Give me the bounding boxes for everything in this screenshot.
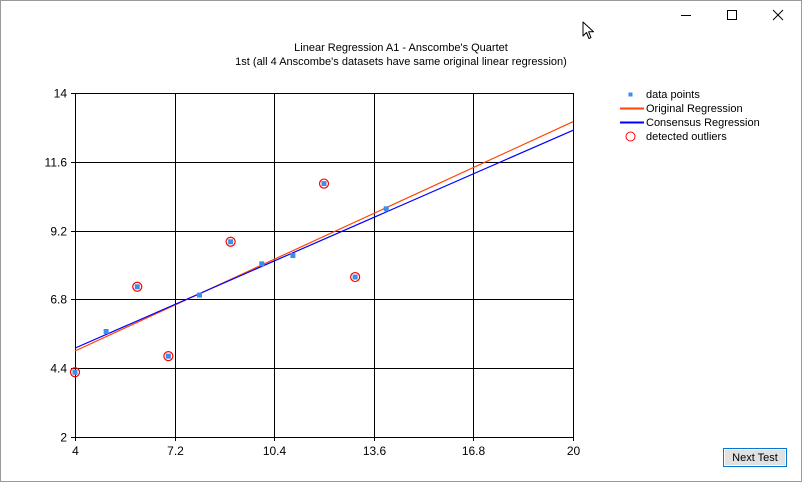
maximize-icon bbox=[727, 10, 737, 20]
data-point bbox=[103, 329, 109, 335]
outlier-marker bbox=[318, 178, 330, 189]
y-tick-label: 6.8 bbox=[50, 293, 67, 307]
legend-label-consensus-regression: Consensus Regression bbox=[646, 117, 760, 129]
x-tick-label: 4 bbox=[72, 444, 79, 458]
y-tick-label: 2 bbox=[60, 431, 67, 445]
x-tick-label: 16.8 bbox=[462, 444, 486, 458]
legend-item-consensus-regression: Consensus Regression bbox=[620, 116, 760, 130]
data-point bbox=[290, 253, 296, 259]
chart-legend: data points Original Regression Consensu… bbox=[620, 88, 760, 144]
data-point bbox=[134, 284, 140, 290]
maximize-button[interactable] bbox=[709, 0, 755, 30]
data-point bbox=[228, 239, 234, 245]
x-tick-label: 13.6 bbox=[363, 444, 387, 458]
data-point bbox=[165, 353, 171, 359]
chart-title: Linear Regression A1 - Anscombe's Quarte… bbox=[294, 42, 508, 54]
outlier-marker bbox=[225, 236, 236, 247]
consensus-regression-line bbox=[74, 129, 574, 349]
outlier-marker bbox=[350, 271, 361, 283]
y-tick-label: 11.6 bbox=[45, 156, 68, 170]
y-tick-label: 14 bbox=[54, 87, 68, 101]
y-tick-label: 4.4 bbox=[50, 362, 67, 376]
legend-item-detected-outliers: detected outliers bbox=[620, 130, 760, 144]
outlier-marker bbox=[163, 351, 174, 362]
minimize-icon bbox=[681, 15, 691, 16]
close-icon bbox=[772, 9, 784, 21]
mouse-cursor-icon bbox=[582, 21, 594, 39]
legend-label-data-points: data points bbox=[646, 89, 700, 101]
x-tick-label: 10.4 bbox=[263, 444, 287, 458]
original-regression-line bbox=[74, 121, 574, 352]
data-point bbox=[352, 274, 358, 280]
legend-line-orange-icon bbox=[620, 107, 644, 110]
outlier-marker bbox=[69, 367, 81, 378]
chart-subtitle: 1st (all 4 Anscombe's datasets have same… bbox=[235, 56, 567, 68]
legend-marker-square-icon bbox=[628, 92, 633, 97]
next-test-button[interactable]: Next Test bbox=[723, 448, 787, 467]
x-tick-label: 20 bbox=[567, 444, 581, 458]
legend-item-data-points: data points bbox=[620, 88, 760, 102]
data-point bbox=[321, 181, 327, 187]
data-point bbox=[197, 292, 202, 298]
outlier-marker bbox=[132, 281, 143, 292]
data-point bbox=[383, 206, 389, 212]
x-tick-label: 7.2 bbox=[167, 444, 184, 458]
legend-marker-circle-icon bbox=[625, 131, 636, 142]
legend-label-detected-outliers: detected outliers bbox=[646, 131, 727, 143]
data-point bbox=[72, 369, 78, 375]
legend-line-blue-icon bbox=[620, 121, 644, 124]
minimize-button[interactable] bbox=[663, 0, 709, 30]
y-tick-label: 9.2 bbox=[50, 225, 67, 239]
close-button[interactable] bbox=[755, 0, 801, 30]
legend-label-original-regression: Original Regression bbox=[646, 103, 743, 115]
legend-item-original-regression: Original Regression bbox=[620, 102, 760, 116]
data-point bbox=[259, 261, 265, 267]
window-controls bbox=[663, 0, 801, 30]
